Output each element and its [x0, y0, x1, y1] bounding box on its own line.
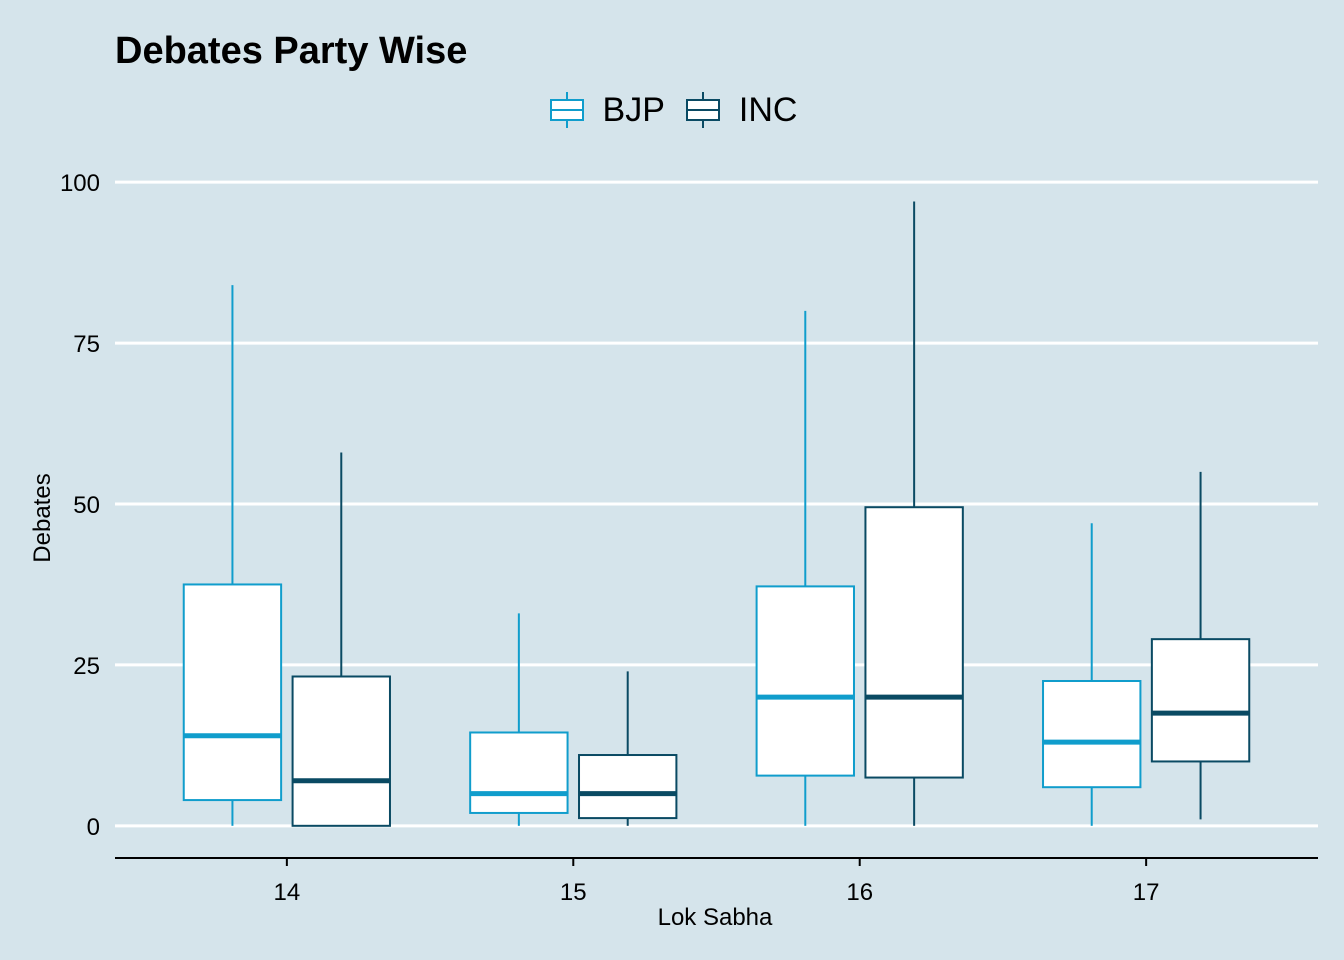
y-tick-label-75: 75 — [73, 331, 100, 358]
box-inc-14 — [291, 452, 391, 827]
x-axis-title: Lok Sabha — [658, 904, 773, 931]
box-inc-15 — [578, 671, 678, 826]
box-bjp-15 — [469, 613, 569, 826]
legend-entry-bjp: BJP — [547, 90, 665, 130]
box-bjp-16 — [755, 310, 855, 826]
y-axis-title: Debates — [29, 473, 56, 562]
box-body-bjp-16 — [755, 585, 855, 777]
box-inc-17 — [1150, 471, 1251, 820]
box-bjp-14 — [182, 285, 283, 826]
box-bjp-17 — [1042, 523, 1142, 826]
box-body-bjp-17 — [1042, 680, 1142, 789]
legend: BJP INC — [0, 90, 1344, 130]
legend-key-bjp — [549, 92, 584, 128]
x-tick-label-14: 14 — [274, 879, 301, 906]
legend-label-inc: INC — [738, 90, 798, 129]
box-body-inc-17 — [1150, 638, 1251, 763]
legend-entry-inc: INC — [683, 90, 798, 130]
box-body-inc-15 — [578, 754, 678, 820]
legend-label-bjp: BJP — [602, 90, 665, 129]
y-tick-label-100: 100 — [60, 170, 100, 197]
x-tick-label-16: 16 — [846, 879, 873, 906]
box-body-bjp-14 — [182, 583, 283, 802]
y-tick-label-25: 25 — [73, 653, 100, 680]
x-tick-label-17: 17 — [1133, 879, 1160, 906]
y-tick-label-50: 50 — [73, 492, 100, 519]
x-tick-label-15: 15 — [560, 879, 587, 906]
box-inc-16 — [864, 201, 964, 826]
y-tick-label-0: 0 — [87, 814, 100, 841]
box-body-bjp-15 — [469, 731, 569, 814]
box-body-inc-16 — [864, 506, 964, 779]
legend-key-inc — [685, 92, 720, 128]
chart-title: Debates Party Wise — [115, 30, 468, 72]
box-body-inc-14 — [291, 675, 391, 827]
